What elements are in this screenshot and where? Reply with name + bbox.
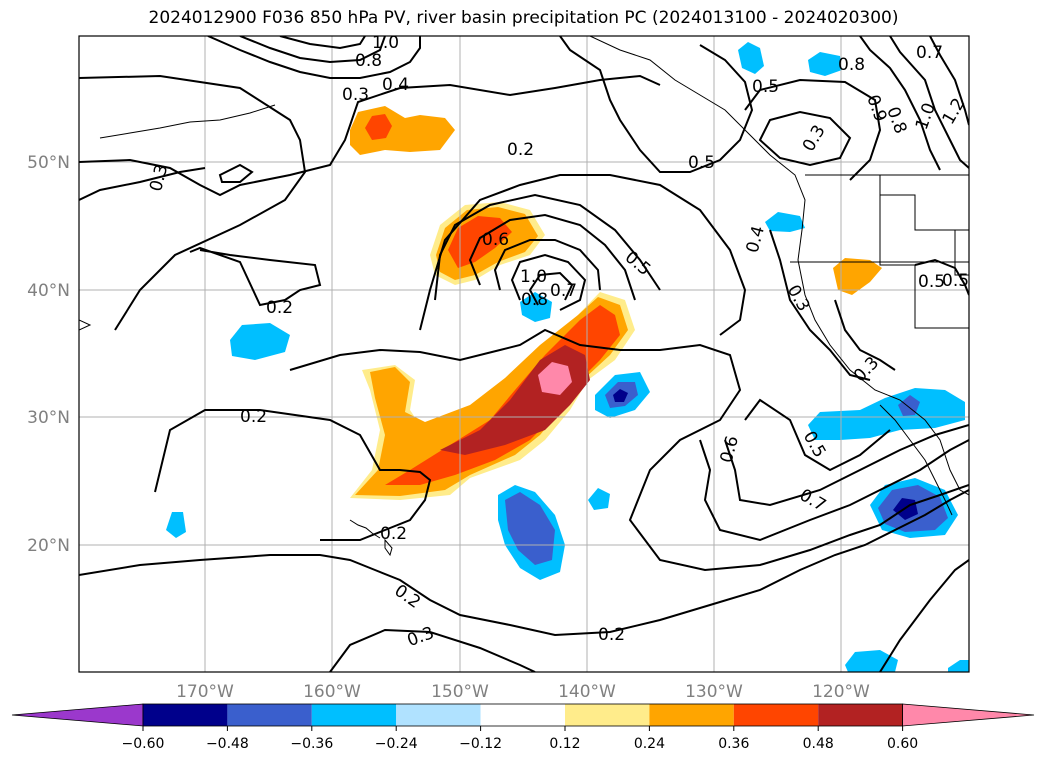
lat-label: 50°N xyxy=(27,153,70,173)
colorbar-tick-label: 0.48 xyxy=(803,736,834,752)
contour-label: 0.3 xyxy=(342,85,369,105)
contour-label: 0.2 xyxy=(380,524,407,544)
contour-label: 0.2 xyxy=(266,298,293,318)
precip-negative-oregon-blob xyxy=(765,212,805,232)
colorbar-tick-label: −0.48 xyxy=(206,736,249,752)
lon-label: 160°W xyxy=(303,682,361,702)
precip-negative-ak-blob xyxy=(738,42,764,74)
colorbar-tick-label: −0.12 xyxy=(459,736,502,752)
precip-negative-socal-blue xyxy=(898,395,920,416)
precip-positive-coast-blob xyxy=(833,258,882,295)
contour-label: 0.8 xyxy=(521,290,548,310)
contour-label: 0.5 xyxy=(752,77,779,97)
colorbar-segment xyxy=(227,704,312,726)
contour-label: 0.4 xyxy=(382,75,409,95)
lon-label: 170°W xyxy=(176,682,234,702)
precip-negative-small-2 xyxy=(520,292,552,322)
contour-label: 0.7 xyxy=(916,43,943,63)
colorbar-tick-label: −0.60 xyxy=(122,736,165,752)
pv-contours xyxy=(79,36,969,672)
colorbar-segment xyxy=(396,704,481,726)
lon-label: 140°W xyxy=(558,682,616,702)
precip-negative-hawaii-blue xyxy=(505,492,555,565)
colorbar-frame xyxy=(142,703,903,727)
contour-label: 0.2 xyxy=(598,625,625,645)
contour-label: 0.5 xyxy=(918,272,945,292)
colorbar-segment xyxy=(649,704,734,726)
precip-negative-west-blob xyxy=(230,323,290,360)
map-frame xyxy=(78,35,970,673)
contour-label: 0.6 xyxy=(482,230,509,250)
colorbar-tick-label: −0.36 xyxy=(290,736,333,752)
contour-label: 0.5 xyxy=(688,153,715,173)
precip-negative-small-1 xyxy=(166,512,186,538)
colorbar-tick-label: −0.24 xyxy=(375,736,418,752)
latitude-labels: 20°N 30°N 40°N 50°N xyxy=(27,153,70,556)
colorbar-tick-label: 0.36 xyxy=(718,736,749,752)
lat-label: 30°N xyxy=(27,408,70,428)
map-background xyxy=(79,36,969,672)
contour-label: 1.0 xyxy=(372,33,399,53)
precip-positive-pink xyxy=(538,362,572,395)
precip-negative-se-corner xyxy=(948,660,969,672)
longitude-labels: 170°W 160°W 150°W 140°W 130°W 120°W xyxy=(176,682,870,702)
precip-negative-nw-blob xyxy=(808,52,842,76)
precip-positive-gulf-red xyxy=(365,114,392,140)
contour-label: 0.2 xyxy=(240,407,267,427)
lon-label: 120°W xyxy=(812,682,870,702)
precip-negative-mid-navy xyxy=(613,389,628,402)
contour-label: 1.0 xyxy=(520,267,547,287)
colorbar-segment xyxy=(565,704,650,726)
colorbar-segment xyxy=(818,704,903,726)
colorbar-tick-label: 0.24 xyxy=(634,736,665,752)
precip-negative-south-blob xyxy=(845,650,898,672)
lat-label: 40°N xyxy=(27,281,70,301)
lat-label: 20°N xyxy=(27,536,70,556)
lon-label: 130°W xyxy=(685,682,743,702)
contour-label: 0.8 xyxy=(355,51,382,71)
contour-label: 0.5 xyxy=(942,271,969,291)
colorbar-segment xyxy=(143,704,228,726)
contour-label: 0.7 xyxy=(550,281,577,301)
colorbar-extend-max xyxy=(902,703,1035,727)
lon-label: 150°W xyxy=(431,682,489,702)
contour-label: 0.2 xyxy=(507,140,534,160)
contour-label: 0.8 xyxy=(838,55,865,75)
precip-negative-socal-blob xyxy=(808,388,965,440)
colorbar-tick-label: 0.12 xyxy=(549,736,580,752)
figure-title: 2024012900 F036 850 hPa PV, river basin … xyxy=(148,8,899,28)
colorbar-segment xyxy=(480,704,565,726)
colorbar-segment xyxy=(733,704,819,726)
colorbar-segment xyxy=(311,704,397,726)
colorbar: −0.60 −0.48 −0.36 −0.24 −0.12 0.12 0.24 0.36 0.4… xyxy=(11,703,1035,752)
colorbar-tick-label: 0.60 xyxy=(887,736,918,752)
precip-shading xyxy=(166,42,969,672)
colorbar-extend-min xyxy=(11,703,144,727)
precip-negative-small-3 xyxy=(588,488,610,510)
